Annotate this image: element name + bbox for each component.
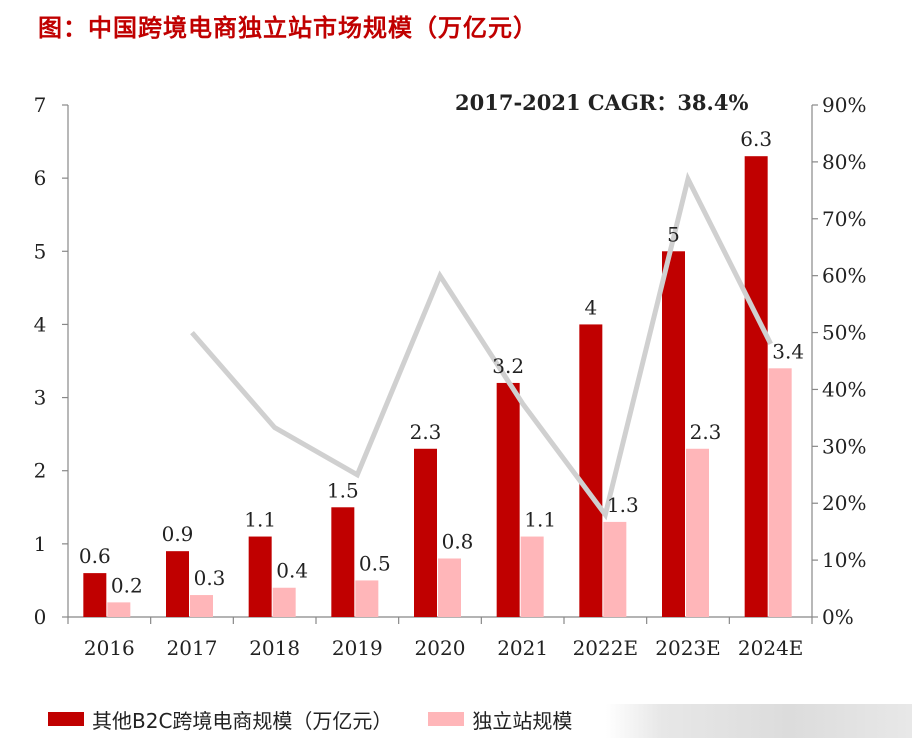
- y2-tick-label: 30%: [822, 434, 866, 458]
- data-label-other-b2c: 3.2: [492, 354, 524, 378]
- y2-tick-label: 80%: [822, 150, 866, 174]
- x-tick-label: 2023E: [655, 636, 721, 660]
- y2-tick-label: 0%: [822, 605, 854, 629]
- legend-item-independent: 独立站规模: [428, 705, 572, 734]
- y2-tick-label: 10%: [822, 548, 866, 572]
- y-tick-label: 5: [34, 239, 47, 263]
- y-tick-label: 0: [34, 605, 47, 629]
- yoy-line: [190, 171, 773, 521]
- x-tick-label: 2019: [332, 636, 383, 660]
- bar-other-b2c: [414, 448, 437, 617]
- data-label-independent: 2.3: [690, 420, 722, 444]
- x-tick-label: 2017: [167, 636, 218, 660]
- legend-swatch-other-b2c: [48, 712, 84, 726]
- data-label-other-b2c: 2.3: [410, 420, 442, 444]
- bar-other-b2c: [166, 551, 189, 617]
- bars-group: [83, 156, 792, 618]
- data-label-other-b2c: 1.5: [327, 478, 359, 502]
- data-label-independent: 0.2: [111, 573, 143, 597]
- y2-tick-label: 70%: [822, 207, 866, 231]
- bar-other-b2c: [331, 507, 355, 617]
- legend-blur-overlay: [606, 704, 912, 738]
- bar-independent: [686, 448, 709, 617]
- bar-independent: [190, 595, 213, 617]
- data-label-other-b2c: 0.6: [79, 544, 111, 568]
- y-tick-label: 2: [34, 459, 47, 483]
- y-tick-label: 7: [34, 93, 47, 117]
- yoy-line-group: [190, 171, 773, 521]
- x-tick-label: 2016: [84, 636, 135, 660]
- cagr-annotation: 2017-2021 CAGR：38.4%: [455, 90, 748, 115]
- x-tick-label: 2021: [497, 636, 548, 660]
- data-label-independent: 0.8: [442, 529, 474, 553]
- legend-swatch-independent: [428, 712, 465, 726]
- legend: 其他B2C跨境电商规模（万亿元） 独立站规模: [48, 704, 608, 734]
- data-label-independent: 1.3: [607, 493, 639, 517]
- bar-other-b2c: [662, 251, 685, 618]
- y2-tick-label: 50%: [822, 321, 866, 345]
- data-labels-group: 0.60.2 0.90.3 1.1 0.4 1.5 0.5 2.3 0.8 3.2 1.1 4 1.3…: [79, 127, 804, 597]
- chart-title: 图：中国跨境电商独立站市场规模（万亿元）: [38, 14, 538, 42]
- bar-independent: [520, 536, 544, 617]
- data-label-other-b2c: 4: [584, 295, 597, 319]
- bar-other-b2c: [579, 324, 603, 617]
- y2-tick-label: 90%: [822, 93, 866, 117]
- y2-tick-label: 20%: [822, 491, 866, 515]
- data-label-independent: 0.3: [194, 566, 226, 590]
- data-label-independent: 0.4: [276, 559, 308, 583]
- bar-independent: [272, 587, 296, 617]
- y2-tick-label: 40%: [822, 377, 866, 401]
- bar-independent: [768, 368, 792, 617]
- legend-label-independent: 独立站规模: [472, 708, 573, 733]
- legend-label-other-b2c: 其他B2C跨境电商规模（万亿元）: [92, 708, 393, 733]
- bar-independent: [438, 558, 461, 617]
- y-tick-label: 1: [34, 532, 47, 556]
- x-tick-label: 2020: [415, 636, 466, 660]
- data-label-independent: 3.4: [772, 339, 804, 363]
- bar-other-b2c: [248, 536, 272, 617]
- x-tick-label: 2024E: [738, 636, 804, 660]
- data-label-other-b2c: 6.3: [740, 127, 772, 151]
- data-label-other-b2c: 5: [667, 222, 680, 246]
- legend-item-other-b2c: 其他B2C跨境电商规模（万亿元）: [48, 705, 392, 734]
- data-label-independent: 1.1: [524, 508, 556, 532]
- y2-tick-label: 60%: [822, 264, 866, 288]
- bar-independent: [107, 602, 131, 617]
- bar-other-b2c: [744, 156, 768, 617]
- data-label-independent: 0.5: [359, 551, 391, 575]
- data-label-other-b2c: 1.1: [244, 508, 276, 532]
- bar-other-b2c: [83, 573, 107, 617]
- data-label-other-b2c: 0.9: [162, 522, 194, 546]
- y-tick-label: 6: [34, 166, 47, 190]
- y-tick-label: 3: [34, 386, 47, 410]
- bar-other-b2c: [496, 382, 520, 617]
- bar-independent: [603, 521, 627, 617]
- bar-independent: [355, 580, 379, 617]
- x-tick-label: 2022E: [573, 636, 639, 660]
- y-tick-label: 4: [34, 312, 47, 336]
- x-tick-label: 2018: [249, 636, 300, 660]
